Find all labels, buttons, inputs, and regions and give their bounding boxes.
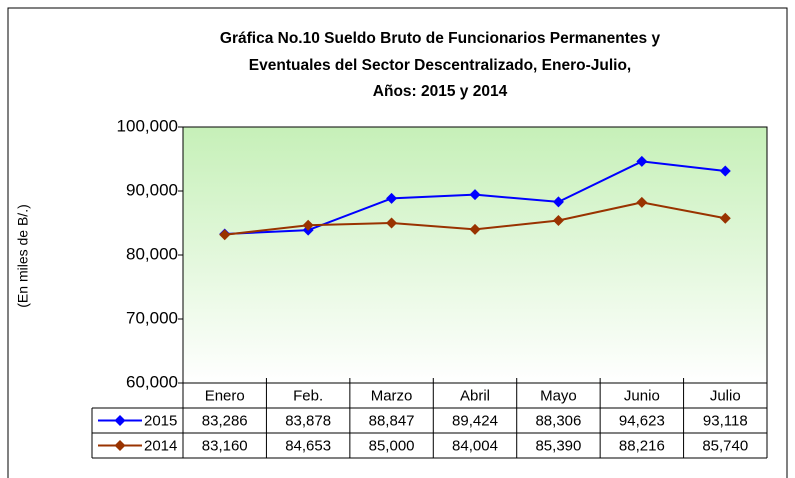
table-value: 88,847 (369, 412, 415, 429)
legend-label: 2015 (144, 412, 177, 429)
table-value: 94,623 (619, 412, 665, 429)
y-axis-label: (En miles de B/.) (15, 204, 31, 307)
table-value: 83,160 (202, 437, 248, 454)
chart-title: Gráfica No.10 Sueldo Bruto de Funcionari… (220, 30, 661, 47)
table-value: 83,878 (285, 412, 331, 429)
y-tick-label: 100,000 (117, 116, 178, 135)
table-value: 85,740 (702, 437, 748, 454)
marker (469, 223, 481, 235)
marker (469, 189, 481, 201)
x-tick-label: Marzo (371, 387, 413, 404)
legend-label: 2014 (144, 437, 177, 454)
chart-title: Años: 2015 y 2014 (373, 83, 508, 100)
x-tick-label: Junio (624, 387, 660, 404)
marker (552, 215, 564, 227)
y-tick-label: 70,000 (126, 308, 178, 327)
table-value: 84,653 (285, 437, 331, 454)
frame (7, 7, 788, 478)
y-tick-label: 60,000 (126, 372, 178, 391)
marker (219, 229, 231, 241)
table-value: 89,424 (452, 412, 498, 429)
x-tick-label: Julio (710, 387, 741, 404)
marker (636, 155, 648, 167)
y-tick-label: 90,000 (126, 180, 178, 199)
table-value: 83,286 (202, 412, 248, 429)
chart-title: Eventuales del Sector Descentralizado, E… (249, 57, 631, 74)
marker (302, 219, 314, 231)
marker (636, 196, 648, 208)
table-value: 85,390 (535, 437, 581, 454)
x-tick-label: Abril (460, 387, 490, 404)
y-tick-label: 80,000 (126, 244, 178, 263)
marker (386, 217, 398, 229)
marker (386, 192, 398, 204)
table-value: 88,216 (619, 437, 665, 454)
x-tick-label: Mayo (540, 387, 577, 404)
plot-area (182, 126, 768, 384)
table-value: 93,118 (703, 412, 748, 429)
marker (552, 196, 564, 208)
legend-marker (114, 440, 126, 451)
marker (719, 212, 731, 224)
x-tick-label: Feb. (293, 387, 323, 404)
legend-marker (114, 415, 126, 426)
table-value: 84,004 (452, 437, 498, 454)
marker (719, 165, 731, 177)
x-tick-label: Enero (205, 387, 245, 404)
table-value: 85,000 (369, 437, 415, 454)
table-value: 88,306 (535, 412, 581, 429)
